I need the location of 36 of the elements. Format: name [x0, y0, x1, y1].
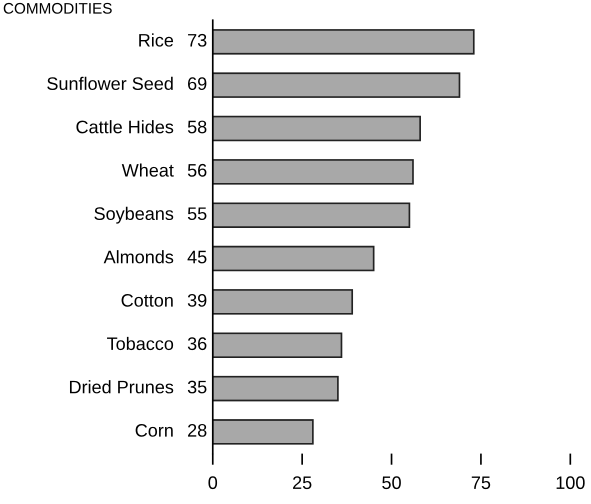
data-label: 58	[188, 120, 206, 134]
y-tick-label: Wheat	[122, 163, 174, 177]
x-tick-label: 25	[293, 476, 312, 490]
text: COMMODITIES	[4, 2, 112, 14]
y-tick-label: Cattle Hides	[76, 120, 174, 134]
bar	[212, 376, 339, 402]
data-label: 45	[188, 250, 206, 264]
x-tick-label: 50	[382, 476, 401, 490]
bar	[212, 116, 421, 142]
data-label: 28	[188, 424, 206, 437]
x-tick-label: 0	[208, 476, 218, 490]
bar	[212, 159, 414, 185]
data-label: 69	[188, 77, 206, 90]
bar	[212, 332, 342, 358]
y-tick-label: Tobacco	[107, 336, 174, 350]
data-label: 35	[188, 380, 206, 394]
x-tick-label: 75	[472, 476, 490, 490]
data-label: 39	[188, 294, 206, 307]
bar	[212, 202, 410, 228]
data-label: 73	[188, 34, 206, 47]
y-tick-label: Almonds	[104, 250, 174, 264]
data-label: 56	[188, 164, 206, 177]
data-label: 36	[188, 337, 206, 350]
data-label: 55	[188, 207, 206, 220]
x-tick-label: 100	[556, 476, 585, 490]
y-tick-label: Cotton	[122, 294, 173, 307]
y-tick-label: Dried Prunes	[70, 380, 174, 394]
bar	[212, 419, 314, 445]
y-tick-label: Sunflower Seed	[47, 76, 173, 90]
bar	[212, 289, 354, 315]
y-tick-label: Corn	[136, 424, 173, 437]
bar	[212, 29, 475, 55]
y-tick-label: Soybeans	[94, 206, 174, 224]
bar	[212, 246, 374, 272]
bar	[212, 72, 460, 98]
y-tick-label: Rice	[139, 33, 174, 47]
